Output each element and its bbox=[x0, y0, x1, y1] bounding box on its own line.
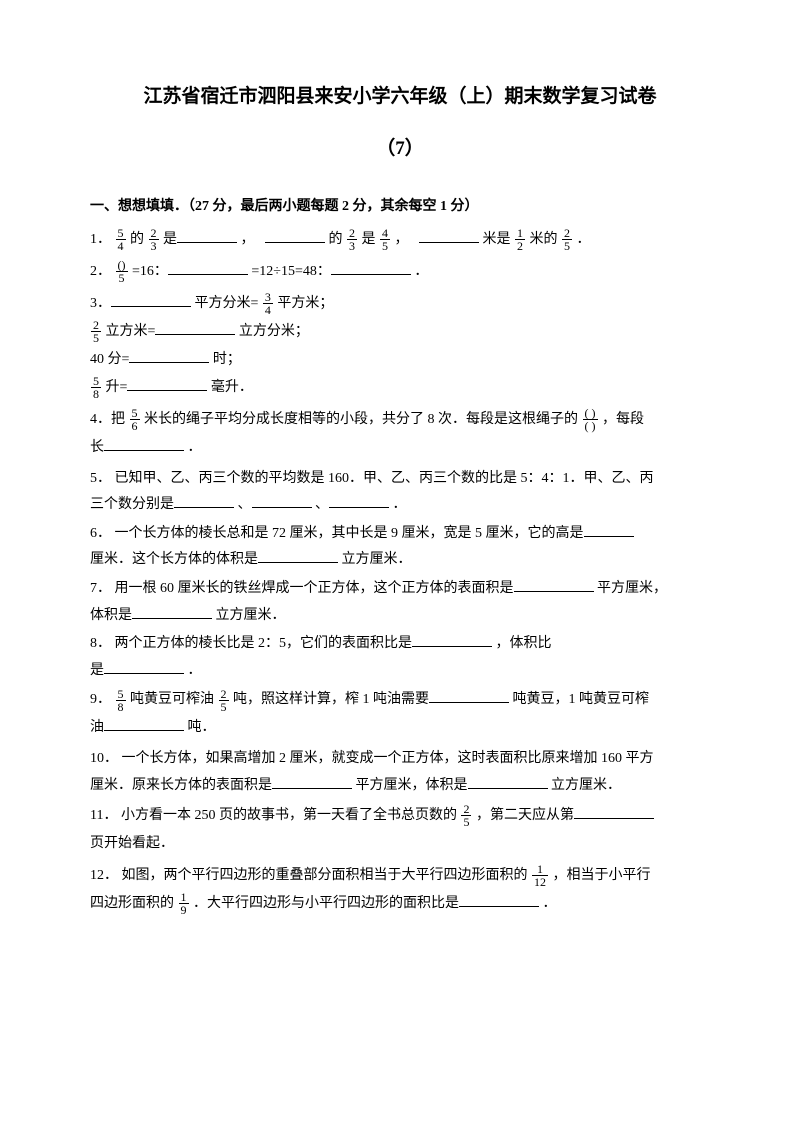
section-1-header: 一、想想填填．（27 分，最后两小题每题 2 分，其余每空 1 分） bbox=[90, 194, 710, 219]
exam-title: 江苏省宿迁市泗阳县来安小学六年级（上）期末数学复习试卷 bbox=[90, 80, 710, 114]
fraction: 112 bbox=[532, 863, 548, 888]
blank bbox=[168, 259, 248, 275]
q10-prefix: 10． bbox=[90, 751, 118, 766]
q6-prefix: 6． bbox=[90, 526, 111, 541]
fraction: 25 bbox=[562, 227, 572, 252]
fraction: 12 bbox=[515, 227, 525, 252]
q11-prefix: 11． bbox=[90, 808, 117, 823]
question-5: 5． 已知甲、乙、丙三个数的平均数是 160．甲、乙、丙三个数的比是 5：4：1… bbox=[90, 466, 710, 519]
q5-prefix: 5． bbox=[90, 471, 111, 486]
question-11: 11． 小方看一本 250 页的故事书，第一天看了全书总页数的 25 ，第二天应… bbox=[90, 802, 710, 858]
blank bbox=[272, 773, 352, 789]
fraction: ()5 bbox=[116, 259, 128, 284]
question-4: 4．把 56 米长的绳子平均分成长度相等的小段，共分了 8 次．每段是这根绳子的… bbox=[90, 406, 710, 462]
blank bbox=[459, 891, 539, 907]
fraction: 23 bbox=[149, 227, 159, 252]
q12-prefix: 12． bbox=[90, 868, 118, 883]
question-3: 3． 平方分米= 34 平方米； 25 立方米= 立方分米； 40 分= 时； … bbox=[90, 290, 710, 402]
blank bbox=[429, 687, 509, 703]
blank bbox=[174, 492, 234, 508]
blank bbox=[104, 715, 184, 731]
blank bbox=[129, 347, 209, 363]
blank bbox=[574, 803, 654, 819]
blank bbox=[155, 319, 235, 335]
blank bbox=[258, 547, 338, 563]
blank bbox=[104, 435, 184, 451]
fraction: 54 bbox=[116, 227, 126, 252]
fraction: 19 bbox=[179, 891, 189, 916]
blank bbox=[252, 492, 312, 508]
blank bbox=[468, 773, 548, 789]
q7-prefix: 7． bbox=[90, 581, 111, 596]
fraction: 56 bbox=[130, 407, 140, 432]
blank bbox=[177, 227, 237, 243]
blank bbox=[412, 631, 492, 647]
question-10: 10． 一个长方体，如果高增加 2 厘米，就变成一个正方体，这时表面积比原来增加… bbox=[90, 746, 710, 799]
blank bbox=[104, 658, 184, 674]
q3-prefix: 3． bbox=[90, 296, 111, 311]
blank bbox=[111, 291, 191, 307]
fraction: 25 bbox=[461, 803, 471, 828]
exam-subtitle: （7） bbox=[90, 132, 710, 166]
fraction: 25 bbox=[219, 688, 229, 713]
question-1: 1． 54 的 23 是 ， 的 23 是 45 ， 米是 12 米的 25 ． bbox=[90, 226, 710, 254]
q9-prefix: 9． bbox=[90, 692, 111, 707]
blank bbox=[132, 603, 212, 619]
q1-prefix: 1． bbox=[90, 232, 111, 247]
question-9: 9． 58 吨黄豆可榨油 25 吨，照这样计算，榨 1 吨油需要 吨黄豆，1 吨… bbox=[90, 686, 710, 742]
fraction: 58 bbox=[116, 688, 126, 713]
q2-prefix: 2． bbox=[90, 264, 111, 279]
fraction: 45 bbox=[380, 227, 390, 252]
blank bbox=[127, 375, 207, 391]
fraction: 25 bbox=[91, 319, 101, 344]
q8-prefix: 8． bbox=[90, 636, 111, 651]
question-2: 2． ()5 =16： =12÷15=48： ． bbox=[90, 258, 710, 286]
fraction: 34 bbox=[263, 291, 273, 316]
fraction: 23 bbox=[347, 227, 357, 252]
question-8: 8． 两个正方体的棱长比是 2：5，它们的表面积比是 ，体积比 是 ． bbox=[90, 631, 710, 684]
question-7: 7． 用一根 60 厘米长的铁丝焊成一个正方体，这个正方体的表面积是 平方厘米，… bbox=[90, 576, 710, 629]
blank bbox=[329, 492, 389, 508]
question-12: 12． 如图，两个平行四边形的重叠部分面积相当于大平行四边形面积的 112 ，相… bbox=[90, 862, 710, 918]
q4-prefix: 4．把 bbox=[90, 412, 125, 427]
blank bbox=[331, 259, 411, 275]
blank bbox=[419, 227, 479, 243]
blank bbox=[514, 576, 594, 592]
blank bbox=[265, 227, 325, 243]
question-6: 6． 一个长方体的棱长总和是 72 厘米，其中长是 9 厘米，宽是 5 厘米，它… bbox=[90, 521, 710, 574]
fraction: 58 bbox=[91, 375, 101, 400]
blank bbox=[584, 521, 634, 537]
fraction: ( )( ) bbox=[583, 407, 598, 432]
